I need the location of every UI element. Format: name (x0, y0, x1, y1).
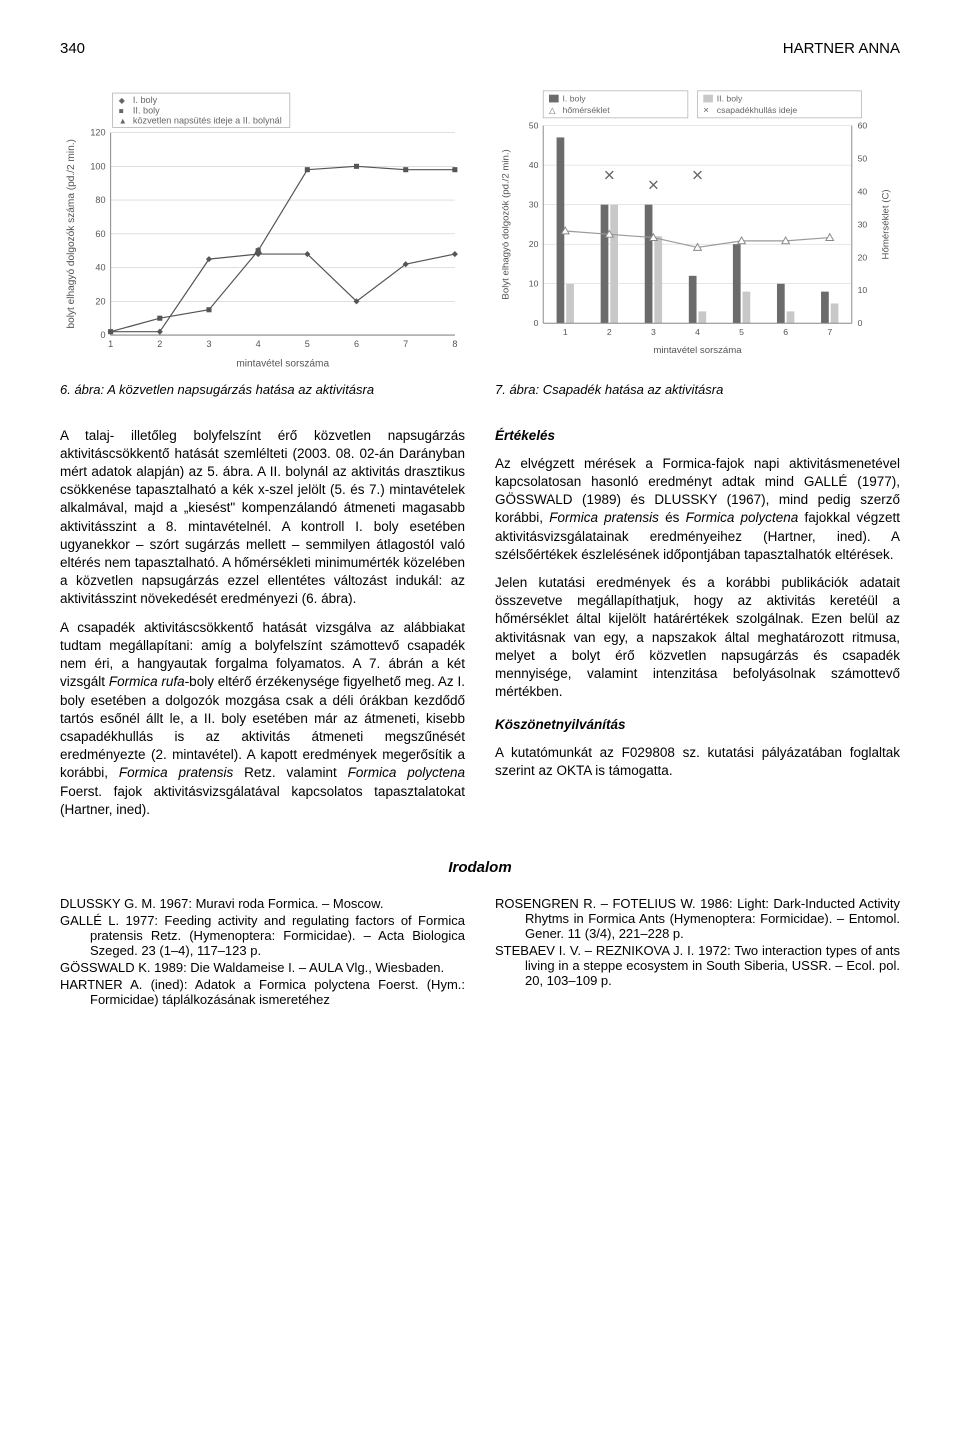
svg-text:60: 60 (95, 229, 105, 239)
svg-text:10: 10 (529, 279, 539, 289)
svg-text:I. boly: I. boly (133, 95, 158, 105)
svg-text:0: 0 (534, 318, 539, 328)
svg-text:II. boly: II. boly (717, 93, 743, 103)
svg-text:80: 80 (95, 195, 105, 205)
svg-text:1: 1 (108, 339, 113, 349)
svg-text:120: 120 (90, 128, 105, 138)
svg-text:7: 7 (827, 327, 832, 337)
svg-text:◆: ◆ (119, 96, 126, 105)
refs-right-col: ROSENGREN R. – FOTELIUS W. 1986: Light: … (495, 896, 900, 1009)
ref-item: STEBAEV I. V. – REZNIKOVA J. I. 1972: Tw… (495, 943, 900, 988)
ref-item: ROSENGREN R. – FOTELIUS W. 1986: Light: … (495, 896, 900, 941)
svg-text:3: 3 (206, 339, 211, 349)
refs-left-col: DLUSSKY G. M. 1967: Muravi roda Formica.… (60, 896, 465, 1009)
svg-text:△: △ (549, 105, 556, 115)
svg-text:II. boly: II. boly (133, 105, 160, 115)
svg-text:0: 0 (858, 318, 863, 328)
svg-text:7: 7 (403, 339, 408, 349)
refs-columns: DLUSSKY G. M. 1967: Muravi roda Formica.… (60, 896, 900, 1009)
body-p5: A kutatómunkát az F029808 sz. kutatási p… (495, 744, 900, 780)
page-number: 340 (60, 40, 85, 57)
svg-text:▲: ▲ (119, 116, 127, 125)
chart-6: ◆ I. boly ■ II. boly ▲ közvetlen napsütés ide… (60, 87, 465, 374)
svg-text:20: 20 (858, 252, 868, 262)
svg-text:×: × (703, 105, 709, 116)
svg-text:csapadékhullás ideje: csapadékhullás ideje (717, 105, 798, 115)
ref-item: DLUSSKY G. M. 1967: Muravi roda Formica.… (60, 896, 465, 911)
svg-text:5: 5 (739, 327, 744, 337)
body-p2: A csapadék aktivitáscsökkentő hatását vi… (60, 619, 465, 819)
svg-text:Bolyt elhagyó dolgozók (pd./2: Bolyt elhagyó dolgozók (pd./2 min.) (501, 149, 512, 299)
refs-title: Irodalom (60, 859, 900, 876)
svg-text:bolyt elhagyó dolgozók száma (: bolyt elhagyó dolgozók száma (pd./2 min.… (66, 139, 77, 328)
svg-text:1: 1 (563, 327, 568, 337)
caption-6: 6. ábra: A közvetlen napsugárzás hatása … (60, 382, 465, 397)
chart-7: I. boly △ hőmérséklet II. boly × csapadékhull… (495, 87, 900, 374)
body-text: A talaj- illetőleg bolyfelszínt érő közv… (60, 427, 900, 820)
svg-text:50: 50 (529, 120, 539, 130)
body-p3: Az elvégzett mérések a Formica-fajok nap… (495, 455, 900, 564)
body-p4: Jelen kutatási eredmények és a korábbi p… (495, 574, 900, 702)
svg-text:3: 3 (651, 327, 656, 337)
svg-text:30: 30 (858, 219, 868, 229)
svg-text:8: 8 (452, 339, 457, 349)
svg-text:mintavétel sorszáma: mintavétel sorszáma (236, 358, 329, 369)
svg-text:20: 20 (529, 239, 539, 249)
svg-text:40: 40 (858, 186, 868, 196)
heading-thanks: Köszönetnyilvánítás (495, 716, 900, 734)
caption-7: 7. ábra: Csapadék hatása az aktivitásra (495, 382, 900, 397)
svg-text:10: 10 (858, 285, 868, 295)
svg-text:■: ■ (119, 106, 124, 115)
svg-text:50: 50 (858, 153, 868, 163)
svg-text:mintavétel sorszáma: mintavétel sorszáma (653, 345, 742, 356)
svg-text:40: 40 (95, 263, 105, 273)
svg-text:2: 2 (157, 339, 162, 349)
svg-text:60: 60 (858, 120, 868, 130)
svg-text:közvetlen napsütés ideje a II.: közvetlen napsütés ideje a II. bolynál (133, 115, 282, 125)
svg-text:Hőmérséklet (C): Hőmérséklet (C) (880, 189, 891, 259)
heading-evaluation: Értékelés (495, 427, 900, 445)
svg-text:hőmérséklet: hőmérséklet (563, 105, 611, 115)
body-p1: A talaj- illetőleg bolyfelszínt érő közv… (60, 427, 465, 609)
page-header: 340 HARTNER ANNA (60, 40, 900, 57)
svg-text:20: 20 (95, 296, 105, 306)
svg-text:0: 0 (100, 330, 105, 340)
ref-item: GÖSSWALD K. 1989: Die Waldameise I. – AU… (60, 960, 465, 975)
svg-text:100: 100 (90, 161, 105, 171)
ref-item: GALLÉ L. 1977: Feeding activity and regu… (60, 913, 465, 958)
ref-item: HARTNER A. (ined): Adatok a Formica poly… (60, 977, 465, 1007)
svg-text:6: 6 (354, 339, 359, 349)
svg-text:5: 5 (305, 339, 310, 349)
svg-text:4: 4 (256, 339, 261, 349)
svg-text:I. boly: I. boly (563, 93, 587, 103)
author-name: HARTNER ANNA (783, 40, 900, 57)
svg-text:2: 2 (607, 327, 612, 337)
svg-text:6: 6 (783, 327, 788, 337)
svg-text:40: 40 (529, 160, 539, 170)
captions-row: 6. ábra: A közvetlen napsugárzás hatása … (60, 382, 900, 397)
svg-text:30: 30 (529, 200, 539, 210)
charts-row: ◆ I. boly ■ II. boly ▲ közvetlen napsütés ide… (60, 87, 900, 374)
svg-text:4: 4 (695, 327, 700, 337)
